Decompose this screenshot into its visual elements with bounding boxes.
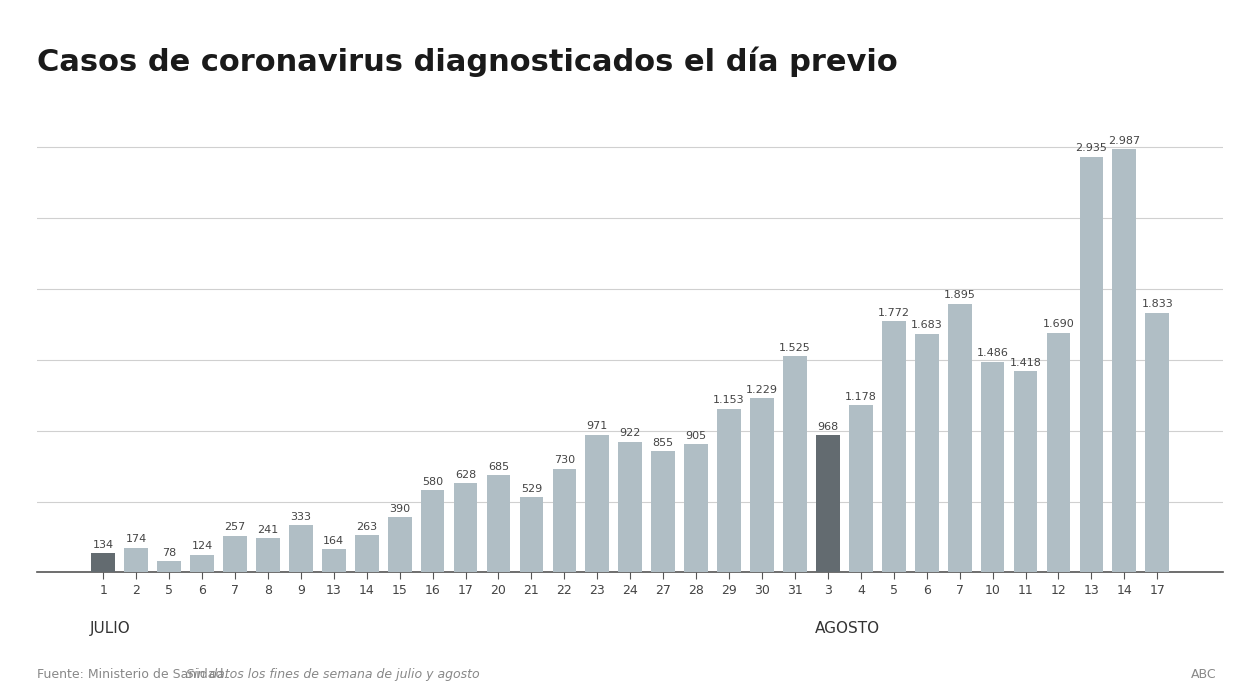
Text: 1.178: 1.178 xyxy=(845,392,877,402)
Text: 685: 685 xyxy=(488,462,509,472)
Text: 1.690: 1.690 xyxy=(1042,320,1075,329)
Bar xyxy=(882,321,906,572)
Bar xyxy=(354,535,378,572)
Bar xyxy=(421,490,444,572)
Bar xyxy=(1013,371,1037,572)
Bar xyxy=(947,304,971,572)
Text: 390: 390 xyxy=(389,503,411,514)
Text: Fuente: Ministerio de Sanidad.: Fuente: Ministerio de Sanidad. xyxy=(37,667,232,681)
Bar xyxy=(157,561,181,572)
Bar xyxy=(782,357,806,572)
Text: 1.833: 1.833 xyxy=(1142,299,1173,309)
Bar xyxy=(322,549,346,572)
Bar xyxy=(519,498,543,572)
Bar xyxy=(1047,333,1071,572)
Text: 1.683: 1.683 xyxy=(911,320,942,330)
Bar xyxy=(256,538,280,572)
Bar xyxy=(388,517,412,572)
Bar xyxy=(125,548,149,572)
Text: 922: 922 xyxy=(619,428,641,438)
Bar xyxy=(487,475,510,572)
Text: JULIO: JULIO xyxy=(90,621,131,635)
Text: 529: 529 xyxy=(520,484,542,494)
Bar xyxy=(718,409,741,572)
Text: 78: 78 xyxy=(162,548,176,558)
Text: 580: 580 xyxy=(422,477,443,487)
Text: 1.153: 1.153 xyxy=(714,396,745,406)
Bar xyxy=(223,536,247,572)
Text: 257: 257 xyxy=(225,522,246,533)
Text: 174: 174 xyxy=(126,534,147,544)
Text: Sin datos los fines de semana de julio y agosto: Sin datos los fines de semana de julio y… xyxy=(186,667,480,681)
Text: AGOSTO: AGOSTO xyxy=(815,621,880,635)
Bar xyxy=(915,334,938,572)
Bar xyxy=(190,555,213,572)
Text: 2.987: 2.987 xyxy=(1108,135,1141,146)
Bar xyxy=(553,469,577,572)
Text: 971: 971 xyxy=(587,422,608,431)
Text: 1.229: 1.229 xyxy=(746,385,778,395)
Text: 905: 905 xyxy=(685,431,706,440)
Bar xyxy=(454,484,478,572)
Bar xyxy=(1112,149,1136,572)
Text: 134: 134 xyxy=(92,540,114,550)
Bar xyxy=(981,362,1005,572)
Text: ABC: ABC xyxy=(1191,667,1217,681)
Text: 1.486: 1.486 xyxy=(977,348,1008,358)
Text: 855: 855 xyxy=(653,438,674,447)
Bar xyxy=(618,442,643,572)
Text: 333: 333 xyxy=(291,512,311,521)
Text: 628: 628 xyxy=(456,470,477,480)
Bar xyxy=(750,399,774,572)
Text: 2.935: 2.935 xyxy=(1076,143,1107,153)
Bar xyxy=(1080,156,1103,572)
Bar xyxy=(816,436,840,572)
Text: 263: 263 xyxy=(356,521,377,532)
Text: 1.772: 1.772 xyxy=(877,308,910,318)
Text: 1.895: 1.895 xyxy=(943,290,976,300)
Bar xyxy=(290,525,313,572)
Text: 730: 730 xyxy=(554,455,575,466)
Text: 241: 241 xyxy=(257,525,278,535)
Bar xyxy=(1146,313,1169,572)
Bar xyxy=(849,406,872,572)
Text: 124: 124 xyxy=(191,541,212,551)
Bar xyxy=(651,451,675,572)
Bar xyxy=(585,435,609,572)
Text: 968: 968 xyxy=(817,422,839,431)
Bar xyxy=(91,554,115,572)
Text: 1.418: 1.418 xyxy=(1010,358,1042,368)
Text: 1.525: 1.525 xyxy=(779,343,811,352)
Text: 164: 164 xyxy=(323,535,344,546)
Bar xyxy=(684,444,708,572)
Text: Casos de coronavirus diagnosticados el día previo: Casos de coronavirus diagnosticados el d… xyxy=(37,47,899,77)
